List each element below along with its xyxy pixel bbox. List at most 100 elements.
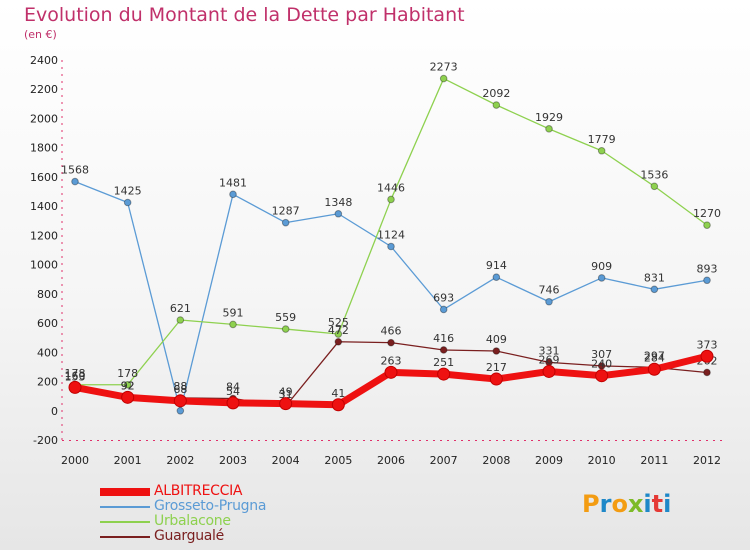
data-label: 409 xyxy=(486,333,507,346)
legend-label-grosseto-prugna: Grosseto-Prugna xyxy=(154,498,267,514)
x-tick-label: 2012 xyxy=(693,454,721,467)
y-tick-label: 1600 xyxy=(30,171,58,184)
data-label: 92 xyxy=(121,379,135,392)
data-point xyxy=(121,390,135,404)
legend-label-guargualé: Guargualé xyxy=(154,528,224,544)
data-label: 1425 xyxy=(114,185,142,198)
y-tick-label: 2000 xyxy=(30,112,58,125)
data-label: 269 xyxy=(539,353,560,366)
data-label: 373 xyxy=(697,338,718,351)
data-point xyxy=(176,316,185,324)
data-point xyxy=(281,325,290,333)
data-label: 416 xyxy=(433,332,454,345)
data-label: 909 xyxy=(591,260,612,273)
y-tick-label: -200 xyxy=(33,434,58,447)
data-label: 263 xyxy=(381,354,402,367)
data-point xyxy=(650,182,659,191)
data-label: 297 xyxy=(644,349,665,362)
data-point xyxy=(597,146,606,155)
legend-item-albitreccia: ALBITRECCIA xyxy=(100,484,266,499)
logo-letter: r xyxy=(599,490,612,518)
data-label: 240 xyxy=(591,358,612,371)
data-point xyxy=(489,372,503,386)
data-label: 217 xyxy=(486,361,507,374)
data-point xyxy=(71,177,79,186)
y-tick-label: 600 xyxy=(37,317,58,330)
data-label: 746 xyxy=(539,284,560,297)
data-point xyxy=(703,368,711,377)
data-label: 41 xyxy=(331,387,345,400)
data-point xyxy=(492,273,501,281)
x-tick-label: 2008 xyxy=(482,454,510,467)
data-label: 178 xyxy=(117,367,138,380)
data-point xyxy=(281,218,290,227)
legend-label-urbalacone: Urbalacone xyxy=(154,513,231,529)
x-tick-label: 2001 xyxy=(114,454,142,467)
data-point xyxy=(334,337,343,346)
y-tick-label: 0 xyxy=(51,405,58,418)
data-point xyxy=(226,396,240,410)
legend: ALBITRECCIA Grosseto-Prugna Urbalacone G… xyxy=(100,484,266,544)
data-label: 893 xyxy=(697,262,718,275)
legend-swatch-urbalacone xyxy=(100,520,150,523)
data-label: 693 xyxy=(433,291,454,304)
data-point xyxy=(703,221,711,229)
data-point xyxy=(647,362,661,376)
data-point xyxy=(331,398,345,412)
x-tick-label: 2011 xyxy=(640,454,668,467)
x-tick-label: 2006 xyxy=(377,454,405,467)
data-label: 466 xyxy=(381,325,402,338)
data-label: 68 xyxy=(173,383,187,396)
data-point xyxy=(545,297,553,306)
data-point xyxy=(173,394,187,408)
data-point xyxy=(123,198,132,207)
data-label: 1124 xyxy=(377,228,405,241)
x-tick-label: 2002 xyxy=(166,454,194,467)
data-point xyxy=(703,276,711,285)
data-point xyxy=(387,338,395,347)
data-label: 1270 xyxy=(693,207,721,220)
data-point xyxy=(439,305,448,314)
data-label: 525 xyxy=(328,316,349,329)
data-label: 1348 xyxy=(324,196,352,209)
y-tick-label: 2200 xyxy=(30,83,58,96)
data-label: 331 xyxy=(539,344,560,357)
data-label: 49 xyxy=(279,386,293,399)
data-label: 1929 xyxy=(535,111,563,124)
data-label: 54 xyxy=(226,385,240,398)
y-tick-label: 400 xyxy=(37,346,58,359)
chart-title: Evolution du Montant de la Dette par Hab… xyxy=(24,4,465,26)
data-label: 831 xyxy=(644,271,665,284)
data-label: 591 xyxy=(223,306,244,319)
y-tick-label: 800 xyxy=(37,288,58,301)
data-point xyxy=(439,74,448,83)
data-point xyxy=(176,406,185,415)
data-point xyxy=(439,346,448,354)
data-point xyxy=(597,274,606,282)
y-tick-label: 2400 xyxy=(30,54,58,67)
x-tick-label: 2007 xyxy=(430,454,458,467)
x-tick-label: 2004 xyxy=(272,454,300,467)
y-tick-label: 1800 xyxy=(30,142,58,155)
y-tick-label: 200 xyxy=(37,376,58,389)
x-tick-label: 2005 xyxy=(324,454,352,467)
data-label: 2092 xyxy=(482,87,510,100)
data-label: 84 xyxy=(226,380,240,393)
data-label: 1287 xyxy=(272,205,300,218)
y-tick-label: 1400 xyxy=(30,200,58,213)
logo-letter: i xyxy=(663,490,672,518)
x-tick-label: 2003 xyxy=(219,454,247,467)
legend-label-albitreccia: ALBITRECCIA xyxy=(154,483,243,499)
data-label: 1446 xyxy=(377,181,405,194)
legend-swatch-grosseto-prugna xyxy=(100,505,150,508)
logo-letter: t xyxy=(651,490,664,518)
proxiti-logo: Proxiti xyxy=(582,490,671,518)
y-tick-label: 1200 xyxy=(30,229,58,242)
data-label: 92 xyxy=(121,379,135,392)
data-label: 160 xyxy=(65,369,86,382)
data-label: 1779 xyxy=(588,133,616,146)
data-point xyxy=(700,349,714,363)
data-point xyxy=(492,101,501,109)
data-label: 1568 xyxy=(61,164,89,177)
legend-item-grosseto-prugna: Grosseto-Prugna xyxy=(100,499,266,514)
